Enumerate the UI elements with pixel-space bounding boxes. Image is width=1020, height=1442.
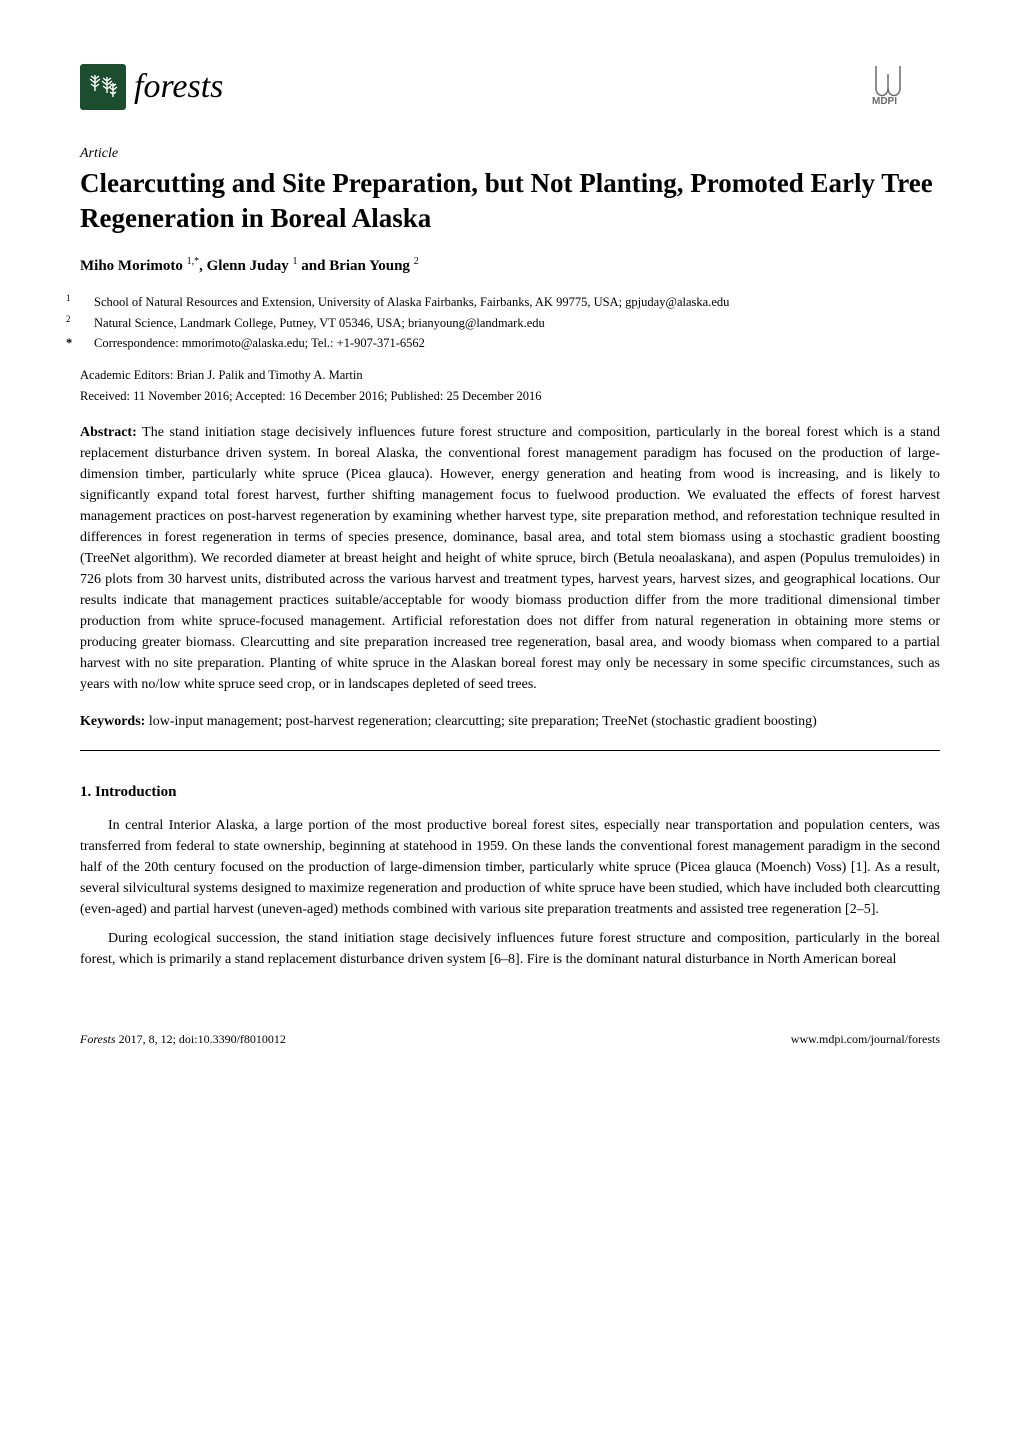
footer-right: www.mdpi.com/journal/forests [791, 1030, 940, 1048]
author-3-markers: 2 [414, 256, 419, 267]
author-1-markers: 1,* [187, 256, 200, 267]
journal-logo: forests [80, 61, 223, 112]
keywords-body: low-input management; post-harvest regen… [145, 714, 816, 729]
correspondence-marker: * [80, 334, 94, 352]
header-row: forests MDPI [80, 60, 940, 113]
correspondence: *Correspondence: mmorimoto@alaska.edu; T… [94, 334, 940, 352]
intro-para-2: During ecological succession, the stand … [80, 928, 940, 970]
abstract: Abstract: The stand initiation stage dec… [80, 422, 940, 695]
page-footer: Forests 2017, 8, 12; doi:10.3390/f801001… [80, 1030, 940, 1048]
author-2-markers: 1 [293, 256, 298, 267]
keywords: Keywords: low-input management; post-har… [80, 711, 940, 732]
author-1: Miho Morimoto 1,* [80, 258, 199, 274]
author-2-name: Glenn Juday [207, 258, 289, 274]
academic-editors: Academic Editors: Brian J. Palik and Tim… [80, 366, 940, 385]
affiliation-1-text: School of Natural Resources and Extensio… [94, 295, 729, 309]
correspondence-text: Correspondence: mmorimoto@alaska.edu; Te… [94, 336, 425, 350]
author-1-name: Miho Morimoto [80, 258, 183, 274]
affiliation-2-marker: 2 [80, 313, 94, 326]
footer-citation: 2017, 8, 12; doi:10.3390/f8010012 [116, 1032, 286, 1046]
section-1-heading: 1. Introduction [80, 781, 940, 804]
footer-journal: Forests [80, 1032, 116, 1046]
affiliation-2: 2Natural Science, Landmark College, Putn… [94, 313, 940, 332]
author-3: Brian Young 2 [329, 258, 418, 274]
author-2: Glenn Juday 1 [207, 258, 298, 274]
svg-text:MDPI: MDPI [872, 96, 897, 106]
intro-para-1: In central Interior Alaska, a large port… [80, 815, 940, 920]
abstract-label: Abstract: [80, 425, 137, 440]
authors-line: Miho Morimoto 1,*, Glenn Juday 1 and Bri… [80, 254, 940, 278]
author-3-name: Brian Young [329, 258, 410, 274]
article-type: Article [80, 143, 940, 164]
section-divider [80, 750, 940, 751]
keywords-label: Keywords: [80, 714, 145, 729]
affiliation-2-text: Natural Science, Landmark College, Putne… [94, 316, 545, 330]
abstract-body: The stand initiation stage decisively in… [80, 425, 940, 692]
article-dates: Received: 11 November 2016; Accepted: 16… [80, 387, 940, 406]
mdpi-logo: MDPI [870, 60, 940, 113]
affiliation-1-marker: 1 [80, 292, 94, 305]
affiliations: 1School of Natural Resources and Extensi… [80, 292, 940, 353]
affiliation-1: 1School of Natural Resources and Extensi… [94, 292, 940, 311]
article-title: Clearcutting and Site Preparation, but N… [80, 166, 940, 236]
footer-left: Forests 2017, 8, 12; doi:10.3390/f801001… [80, 1030, 286, 1048]
tree-tile-icon [80, 64, 126, 110]
journal-name: forests [134, 61, 223, 112]
